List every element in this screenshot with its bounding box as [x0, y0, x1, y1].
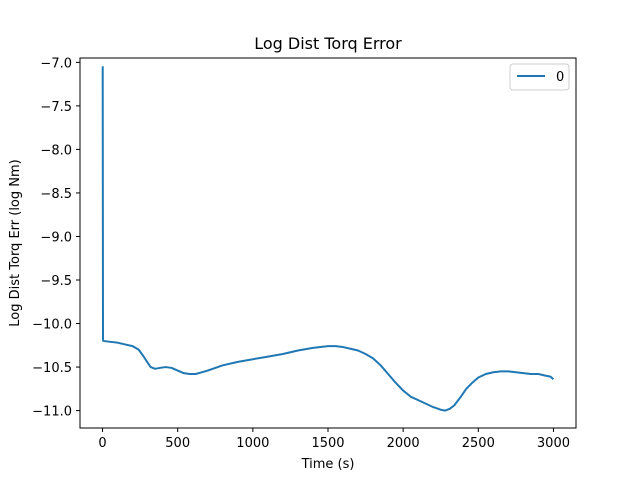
y-tick-label: −8.5: [40, 187, 72, 202]
x-tick-label: 3000: [537, 436, 570, 451]
x-tick-label: 0: [98, 436, 106, 451]
y-axis-ticks: −7.0 −7.5 −8.0 −8.5 −9.0 −9.5 −10.0 −10.5 −11.0: [32, 56, 80, 420]
x-axis-ticks: 0 500 1000 1500 2000 2500 3000: [98, 428, 570, 451]
legend-label-series-0: 0: [556, 70, 564, 85]
y-tick-label: −8.0: [40, 143, 72, 158]
y-tick-label: −9.5: [40, 274, 72, 289]
y-tick-label: −11.0: [32, 405, 72, 420]
chart-title: Log Dist Torq Error: [254, 34, 402, 53]
y-tick-label: −9.0: [40, 230, 72, 245]
x-tick-label: 500: [165, 436, 190, 451]
y-tick-label: −10.5: [32, 361, 72, 376]
y-tick-label: −7.5: [40, 100, 72, 115]
x-tick-label: 2000: [387, 436, 420, 451]
y-axis-label: Log Dist Torq Err (log Nm): [8, 159, 23, 326]
x-tick-label: 1000: [236, 436, 269, 451]
x-tick-label: 2500: [462, 436, 495, 451]
legend: 0: [509, 63, 570, 91]
y-tick-label: −7.0: [40, 56, 72, 71]
series-line-0: [101, 65, 555, 412]
x-axis-label: Time (s): [301, 457, 355, 472]
y-tick-label: −10.0: [32, 318, 72, 333]
x-tick-label: 1500: [311, 436, 344, 451]
series-layer: [101, 65, 555, 412]
